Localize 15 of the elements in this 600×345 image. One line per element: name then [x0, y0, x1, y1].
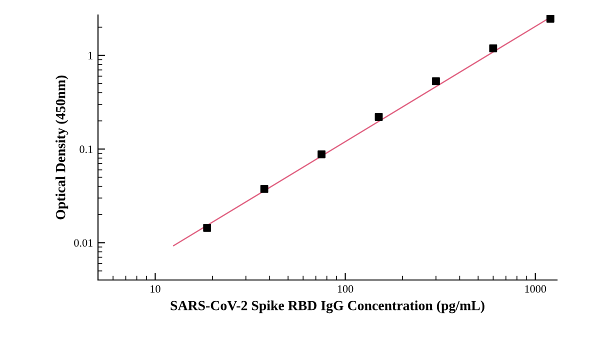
- x-tick-label: 10: [150, 285, 160, 293]
- point: [432, 77, 440, 86]
- point: [318, 150, 326, 158]
- x-tick-label: 100: [338, 285, 354, 293]
- point: [546, 15, 554, 23]
- point: [260, 185, 268, 193]
- y-tick-label: 1: [88, 52, 92, 60]
- y-axis-title: Optical Density (450nm): [56, 76, 68, 220]
- x-tick-label: 1000: [525, 285, 546, 293]
- point: [203, 224, 212, 232]
- point: [374, 113, 383, 121]
- x-axis-title: SARS-CoV-2 Spike RBD IgG Concentration (pg/mL): [170, 300, 484, 314]
- y-tick-label: 0.1: [80, 146, 92, 154]
- y-tick-label: 0.01: [74, 239, 92, 247]
- point: [489, 44, 498, 52]
